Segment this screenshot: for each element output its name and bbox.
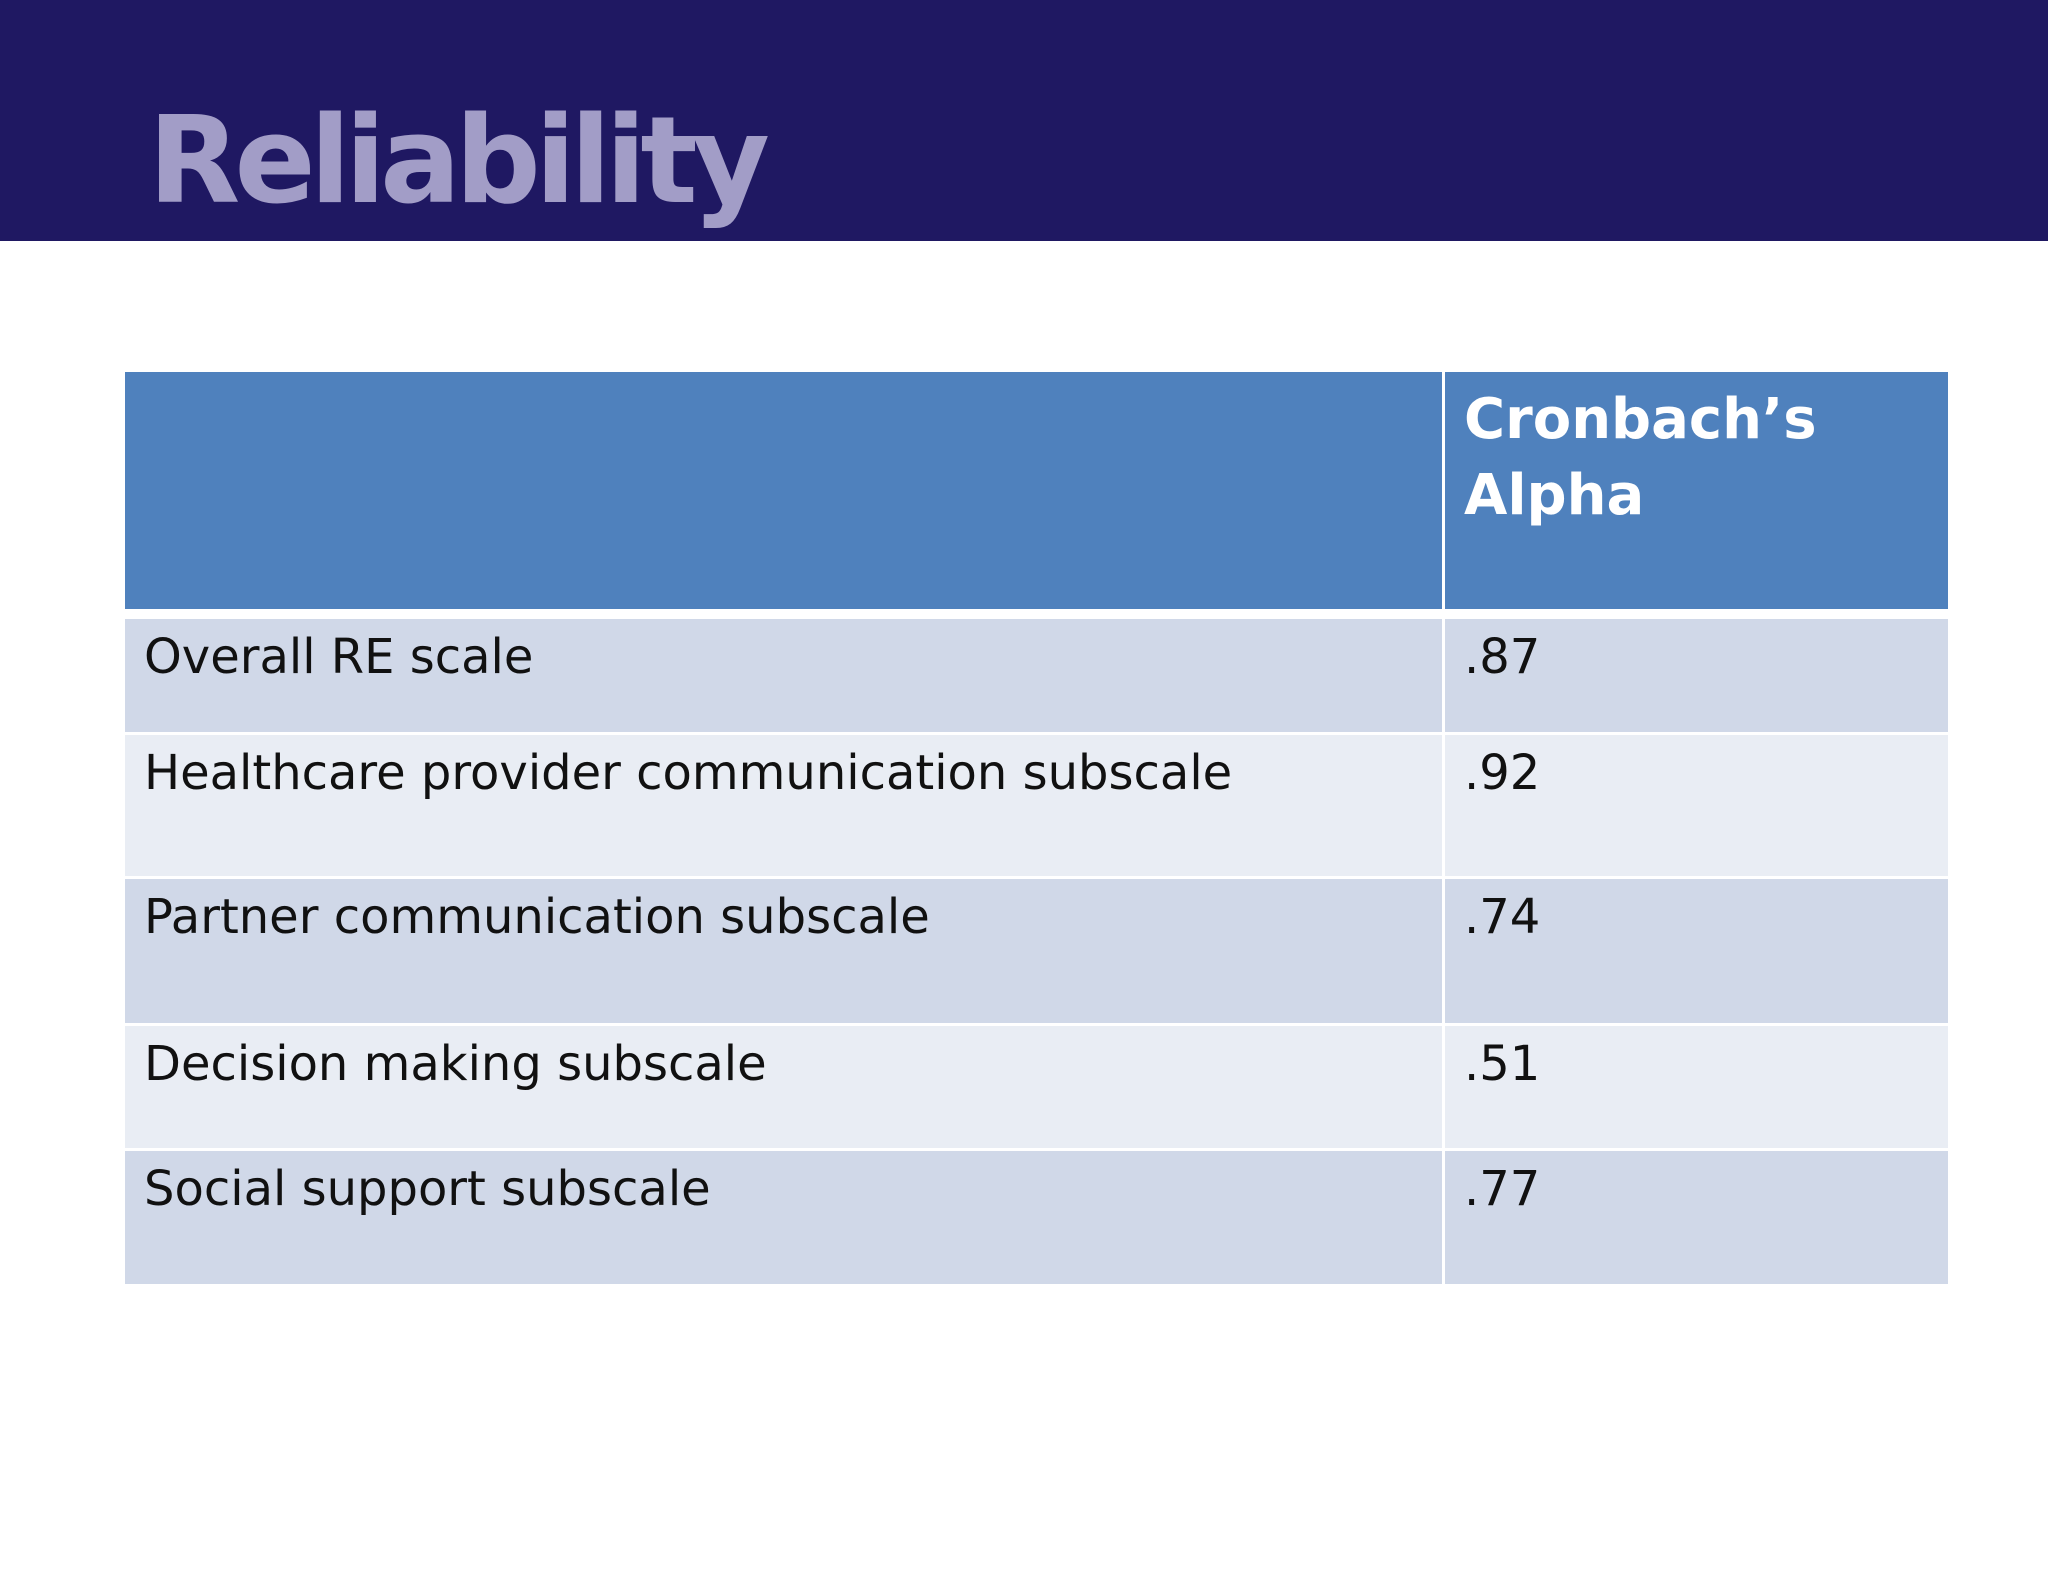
header-cell-alpha: Cronbach’s Alpha — [1442, 372, 1948, 616]
row-label: Decision making subscale — [125, 1023, 1442, 1148]
row-label: Social support subscale — [125, 1148, 1442, 1284]
table-row: Overall RE scale .87 — [125, 616, 1948, 732]
reliability-table: Cronbach’s Alpha Overall RE scale .87 He… — [125, 372, 1948, 1284]
header-cell-label — [125, 372, 1442, 616]
table-row: Healthcare provider communication subsca… — [125, 732, 1948, 876]
table-row: Social support subscale .77 — [125, 1148, 1948, 1284]
row-alpha-value: .92 — [1442, 732, 1948, 876]
row-alpha-value: .51 — [1442, 1023, 1948, 1148]
table-row: Partner communication subscale .74 — [125, 876, 1948, 1023]
row-label: Healthcare provider communication subsca… — [125, 732, 1442, 876]
row-label: Overall RE scale — [125, 616, 1442, 732]
row-alpha-value: .87 — [1442, 616, 1948, 732]
row-alpha-value: .74 — [1442, 876, 1948, 1023]
title-bar — [0, 0, 2048, 241]
table-row: Decision making subscale .51 — [125, 1023, 1948, 1148]
row-label: Partner communication subscale — [125, 876, 1442, 1023]
slide-title: Reliability — [148, 92, 770, 231]
row-alpha-value: .77 — [1442, 1148, 1948, 1284]
table-header-row: Cronbach’s Alpha — [125, 372, 1948, 616]
